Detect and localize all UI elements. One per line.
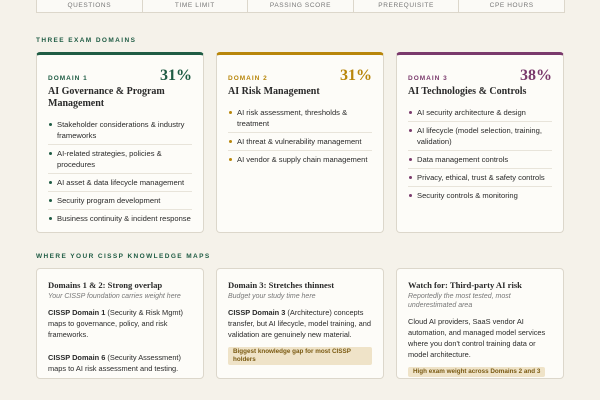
card-paragraph: CISSP Domain 6 (Security Assessment) map… — [48, 352, 192, 374]
bullet-dot — [49, 199, 52, 202]
bullet-dot — [229, 140, 232, 143]
map-card: Watch for: Third-party AI risk Reportedly… — [396, 268, 564, 379]
card-title: Watch for: Third-party AI risk — [408, 280, 522, 290]
bullet-dot — [229, 111, 232, 114]
card-paragraph: CISSP Domain 1 (Security & Risk Mgmt) ma… — [48, 307, 192, 340]
card-tag: Biggest knowledge gap for most CISSP hol… — [228, 347, 372, 365]
bullet-item: AI risk assessment, thresholds & treatme… — [228, 104, 372, 133]
domain-percent: 31% — [340, 67, 372, 84]
bullet-text: AI lifecycle (model selection, training,… — [417, 126, 542, 146]
domain-label: DOMAIN 1 — [48, 75, 88, 82]
section-heading: WHERE YOUR CISSP KNOWLEDGE MAPS — [36, 253, 211, 260]
bullet-item: Data management controls — [408, 151, 552, 169]
domain-card: DOMAIN 1 31% AI Governance & Program Manag… — [36, 52, 204, 233]
bullet-item: Business continuity & incident response — [48, 210, 192, 227]
paragraph-bold: CISSP Domain 1 — [48, 308, 106, 317]
bullet-dot — [409, 176, 412, 179]
map-card: Domain 3: Stretches thinnest Budget your … — [216, 268, 384, 379]
bullet-dot — [49, 181, 52, 184]
bullet-item: Stakeholder considerations & industry fr… — [48, 116, 192, 145]
stat-label: QUESTIONS — [36, 0, 143, 13]
bullet-text: AI asset & data lifecycle management — [57, 178, 185, 187]
bullet-text: Data management controls — [417, 155, 509, 164]
bullet-text: Stakeholder considerations & industry fr… — [57, 120, 185, 140]
stat-label: CPE HOURS — [458, 0, 565, 13]
stat-label: TIME LIMIT — [141, 0, 249, 13]
stat-label: PREREQUISITE — [352, 0, 460, 13]
bullet-item: AI vendor & supply chain management — [228, 151, 372, 168]
bullet-text: AI-related strategies, policies & proced… — [57, 149, 162, 169]
card-title: Domains 1 & 2: Strong overlap — [48, 280, 163, 290]
bullet-dot — [409, 194, 412, 197]
card-tag: High exam weight across Domains 2 and 3 — [408, 367, 546, 377]
domain-label: DOMAIN 2 — [228, 75, 268, 82]
map-card: Domains 1 & 2: Strong overlap Your CISSP … — [36, 268, 204, 379]
bullet-dot — [229, 158, 232, 161]
bullet-text: Privacy, ethical, trust & safety control… — [417, 173, 545, 182]
bullet-item: Privacy, ethical, trust & safety control… — [408, 169, 552, 187]
section-heading: THREE EXAM DOMAINS — [36, 37, 137, 44]
bullet-text: Business continuity & incident response — [57, 214, 191, 223]
card-paragraph: Cloud AI providers, SaaS vendor AI autom… — [408, 316, 552, 360]
bullet-dot — [409, 158, 412, 161]
bullet-dot — [409, 111, 412, 114]
paragraph-text: (Security Assessment) maps to AI risk as… — [48, 353, 181, 373]
bullet-item: AI threat & vulnerability management — [228, 133, 372, 151]
domain-title: AI Governance & Program Management — [48, 86, 165, 109]
bullet-text: AI security architecture & design — [417, 108, 526, 117]
paragraph-text: (Architecture) concepts transfer, but AI… — [228, 308, 371, 339]
bullet-item: Security program development — [48, 192, 192, 210]
bullet-text: Security controls & monitoring — [417, 191, 518, 200]
bullet-item: AI-related strategies, policies & proced… — [48, 145, 192, 174]
domain-card: DOMAIN 3 38% AI Technologies & Controls AI … — [396, 52, 564, 233]
bullet-text: AI vendor & supply chain management — [237, 155, 368, 164]
card-paragraph: CISSP Domain 3 (Architecture) concepts t… — [228, 307, 372, 340]
bullet-text: AI risk assessment, thresholds & treatme… — [237, 108, 348, 128]
bullet-dot — [409, 129, 412, 132]
domain-title: AI Risk Management — [228, 86, 320, 97]
bullet-text: Security program development — [57, 196, 161, 205]
bullet-dot — [49, 152, 52, 155]
card-subtitle: Budget your study time here — [228, 293, 316, 300]
paragraph-bold: CISSP Domain 3 — [228, 308, 286, 317]
bullet-item: AI lifecycle (model selection, training,… — [408, 122, 552, 151]
domain-title: AI Technologies & Controls — [408, 86, 527, 97]
card-subtitle: Reportedly the most tested, most underes… — [408, 293, 511, 309]
bullet-item: AI asset & data lifecycle management — [48, 174, 192, 192]
card-title: Domain 3: Stretches thinnest — [228, 280, 335, 290]
domain-card: DOMAIN 2 31% AI Risk Management AI risk ass… — [216, 52, 384, 233]
card-subtitle: Your CISSP foundation carries weight her… — [48, 293, 181, 300]
bullet-text: AI threat & vulnerability management — [237, 137, 362, 146]
paragraph-bold: CISSP Domain 6 — [48, 353, 106, 362]
paragraph-text: (Security & Risk Mgmt) maps to governanc… — [48, 308, 183, 339]
domain-percent: 38% — [520, 67, 552, 84]
bullet-item: AI security architecture & design — [408, 104, 552, 122]
bullet-dot — [49, 217, 52, 220]
domain-label: DOMAIN 3 — [408, 75, 448, 82]
domain-percent: 31% — [160, 67, 192, 84]
paragraph-text: Cloud AI providers, SaaS vendor AI autom… — [408, 317, 546, 359]
stat-label: PASSING SCORE — [247, 0, 354, 13]
bullet-item: Security controls & monitoring — [408, 187, 552, 204]
bullet-dot — [49, 123, 52, 126]
